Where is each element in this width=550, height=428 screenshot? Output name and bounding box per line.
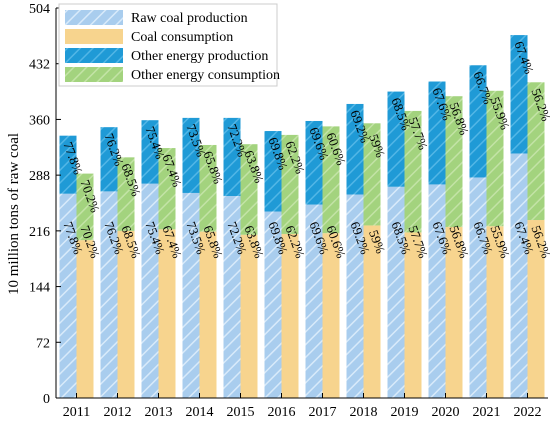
- plot-area: 77.8%77.8%70.2%70.2%76.2%76.2%68.5%68.5%…: [59, 35, 550, 398]
- bar-coal-consumption: [404, 232, 422, 398]
- x-tick-label: 2017: [309, 405, 337, 420]
- bar-other-energy-production: [305, 120, 323, 205]
- bar-other-energy-consumption: [322, 126, 340, 234]
- x-tick-label: 2015: [227, 405, 255, 420]
- bar-other-energy-consumption: [76, 173, 94, 241]
- legend-label: Other energy consumption: [131, 68, 280, 83]
- bar-coal-consumption: [76, 240, 94, 398]
- legend-swatch: [65, 67, 123, 82]
- bar-other-energy-consumption: [158, 148, 176, 230]
- x-tick-label: 2013: [145, 405, 173, 420]
- bar-coal-consumption: [527, 220, 545, 398]
- bar-raw-coal-production: [305, 204, 323, 398]
- bar-coal-consumption: [486, 226, 504, 398]
- legend-label: Coal consumption: [131, 30, 233, 45]
- y-axis: 0 72 144 216 288 360 432 504: [29, 2, 61, 407]
- bar-other-energy-production: [387, 91, 405, 187]
- bar-raw-coal-production: [469, 177, 487, 398]
- bar-raw-coal-production: [387, 186, 405, 398]
- y-axis-title: 10 million tons of raw coal: [6, 133, 22, 295]
- bar-other-energy-consumption: [281, 134, 299, 234]
- x-tick-label: 2021: [473, 405, 501, 420]
- x-tick-label: 2020: [432, 405, 460, 420]
- legend-swatch: [65, 10, 123, 25]
- bar-raw-coal-production: [223, 196, 241, 398]
- y-tick-label: 288: [29, 169, 50, 184]
- bar-coal-consumption: [117, 230, 135, 398]
- x-axis: 2011 2012 2013 2014 2015 2016 2017 2018 2019 2020…: [56, 393, 548, 420]
- bar-other-energy-production: [264, 131, 282, 212]
- legend: Raw coal production Coal consumption Other…: [58, 3, 280, 87]
- bar-raw-coal-production: [141, 183, 159, 398]
- bar-other-energy-production: [141, 120, 159, 184]
- x-tick-label: 2014: [186, 405, 214, 420]
- legend-swatch: [65, 29, 123, 44]
- x-tick-label: 2012: [104, 405, 132, 420]
- y-tick-label: 144: [29, 281, 50, 296]
- x-tick-label: 2022: [514, 405, 542, 420]
- bar-other-energy-consumption: [404, 110, 422, 233]
- bar-raw-coal-production: [264, 211, 282, 398]
- bar-other-energy-production: [346, 103, 364, 195]
- bar-other-energy-consumption: [117, 157, 135, 231]
- bar-other-energy-production: [182, 117, 200, 193]
- bar-other-energy-production: [223, 117, 241, 197]
- x-tick-label: 2018: [350, 405, 378, 420]
- bar-other-energy-production: [469, 65, 487, 178]
- bar-other-energy-consumption: [486, 90, 504, 227]
- y-tick-label: 360: [29, 113, 50, 128]
- bar-other-energy-consumption: [363, 123, 381, 226]
- y-tick-label: 216: [29, 225, 50, 240]
- legend-swatch: [65, 48, 123, 63]
- bar-other-energy-production: [510, 35, 528, 154]
- y-tick-label: 0: [43, 392, 50, 407]
- y-tick-label: 72: [36, 336, 50, 351]
- bar-raw-coal-production: [428, 184, 446, 398]
- legend-label: Other energy production: [131, 49, 268, 64]
- legend-label: Raw coal production: [131, 11, 248, 26]
- x-tick-label: 2016: [268, 405, 296, 420]
- bar-other-energy-consumption: [199, 144, 217, 232]
- bar-coal-consumption: [281, 233, 299, 398]
- y-tick-label: 432: [29, 58, 50, 73]
- bar-coal-consumption: [240, 234, 258, 398]
- bar-other-energy-consumption: [527, 82, 545, 221]
- x-tick-label: 2019: [391, 405, 419, 420]
- x-tick-label: 2011: [63, 405, 90, 420]
- bar-raw-coal-production: [346, 194, 364, 398]
- bar-other-energy-production: [59, 135, 77, 194]
- bar-coal-consumption: [363, 225, 381, 398]
- bar-raw-coal-production: [182, 192, 200, 398]
- y-tick-label: 504: [29, 2, 50, 17]
- bar-raw-coal-production: [510, 153, 528, 398]
- bar-other-energy-production: [428, 81, 446, 185]
- bar-other-energy-consumption: [445, 96, 463, 227]
- bar-other-energy-consumption: [240, 144, 258, 235]
- bar-raw-coal-production: [100, 191, 118, 398]
- bar-coal-consumption: [445, 226, 463, 398]
- bar-coal-consumption: [199, 231, 217, 398]
- bar-other-energy-production: [100, 127, 118, 192]
- bar-coal-consumption: [158, 229, 176, 398]
- bar-coal-consumption: [322, 233, 340, 398]
- bar-raw-coal-production: [59, 193, 77, 398]
